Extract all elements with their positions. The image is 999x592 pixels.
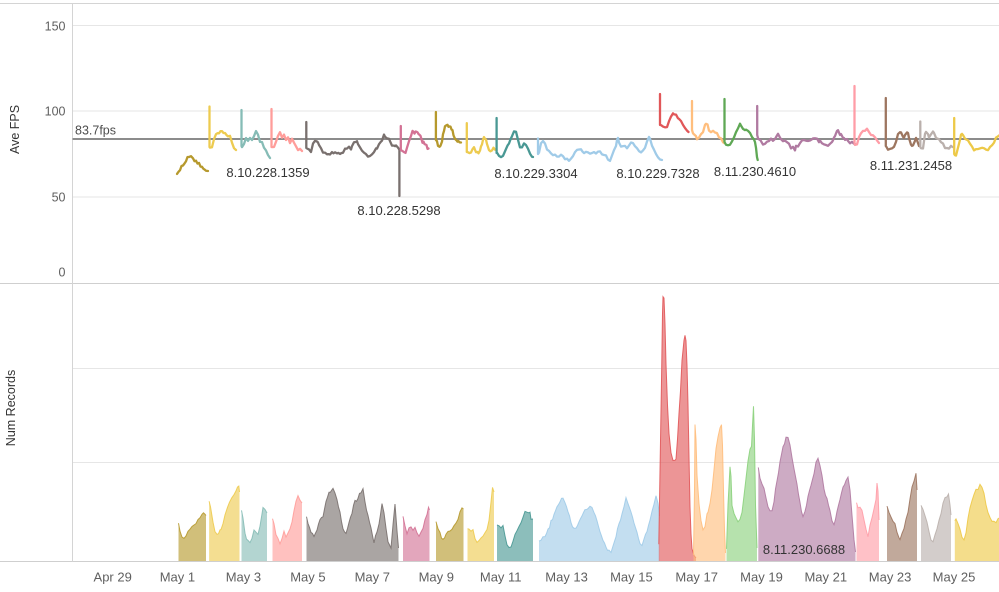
svg-text:8.10.228.5298: 8.10.228.5298 bbox=[357, 203, 440, 218]
svg-text:8.10.229.3304: 8.10.229.3304 bbox=[494, 166, 577, 181]
svg-text:8.11.230.4610: 8.11.230.4610 bbox=[714, 164, 796, 179]
svg-text:150: 150 bbox=[45, 20, 66, 34]
svg-text:May 19: May 19 bbox=[740, 570, 783, 585]
svg-text:8.10.228.1359: 8.10.228.1359 bbox=[226, 165, 309, 180]
svg-text:May 13: May 13 bbox=[545, 570, 588, 585]
svg-text:May 11: May 11 bbox=[480, 570, 522, 585]
svg-text:100: 100 bbox=[45, 105, 66, 119]
svg-text:May 21: May 21 bbox=[804, 570, 847, 585]
svg-text:50: 50 bbox=[52, 191, 66, 205]
svg-text:May 23: May 23 bbox=[869, 570, 912, 585]
svg-text:0: 0 bbox=[59, 266, 66, 280]
svg-text:May 25: May 25 bbox=[933, 570, 976, 585]
svg-text:May 3: May 3 bbox=[226, 570, 261, 585]
svg-text:May 7: May 7 bbox=[355, 570, 390, 585]
svg-text:8.11.231.2458: 8.11.231.2458 bbox=[870, 158, 952, 173]
svg-text:May 15: May 15 bbox=[610, 570, 653, 585]
svg-text:May 5: May 5 bbox=[290, 570, 325, 585]
svg-text:Ave FPS: Ave FPS bbox=[8, 105, 22, 154]
svg-text:May 1: May 1 bbox=[160, 570, 195, 585]
svg-text:May 9: May 9 bbox=[419, 570, 454, 585]
svg-text:Apr 29: Apr 29 bbox=[94, 570, 132, 585]
svg-text:May 17: May 17 bbox=[675, 570, 718, 585]
svg-text:8.11.230.6688: 8.11.230.6688 bbox=[763, 542, 845, 557]
svg-text:Num Records: Num Records bbox=[4, 370, 18, 446]
svg-text:83.7fps: 83.7fps bbox=[75, 124, 116, 138]
svg-text:8.10.229.7328: 8.10.229.7328 bbox=[616, 166, 699, 181]
